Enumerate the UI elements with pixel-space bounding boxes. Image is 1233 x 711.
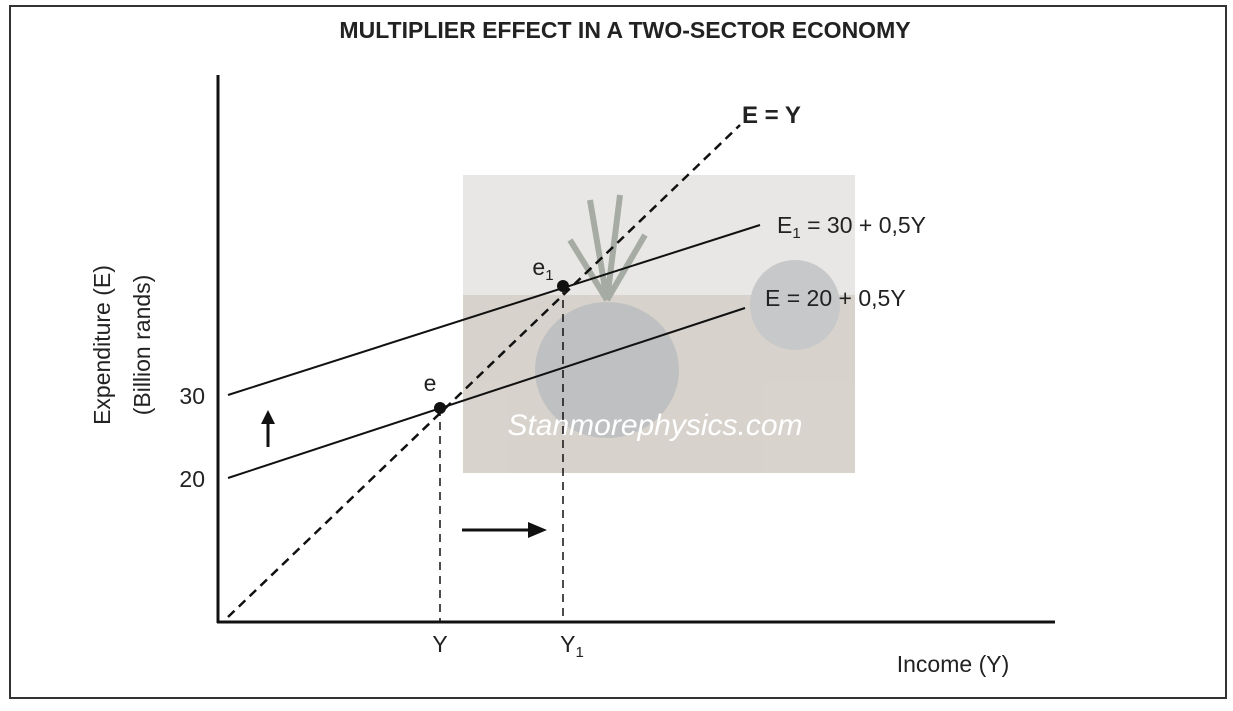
y-axis-label-line: (Billion rands) <box>129 275 155 416</box>
line-label: E = 20 + 0,5Y <box>765 285 906 311</box>
point <box>434 402 446 414</box>
x-tick-label: Y <box>432 631 447 657</box>
y-axis-label-line: Expenditure (E) <box>89 265 115 425</box>
point <box>557 280 569 292</box>
line-label: E = Y <box>742 102 801 129</box>
point-label: e <box>424 370 437 396</box>
watermark-text: Stanmorephysics.com <box>507 409 802 442</box>
y-tick-label: 20 <box>179 466 205 492</box>
x-axis-label: Income (Y) <box>897 651 1009 677</box>
y-tick-label: 30 <box>179 383 205 409</box>
diagram: Stanmorephysics.com MULTIPLIER EFFECT IN… <box>0 0 1233 706</box>
title: MULTIPLIER EFFECT IN A TWO-SECTOR ECONOM… <box>339 17 910 43</box>
